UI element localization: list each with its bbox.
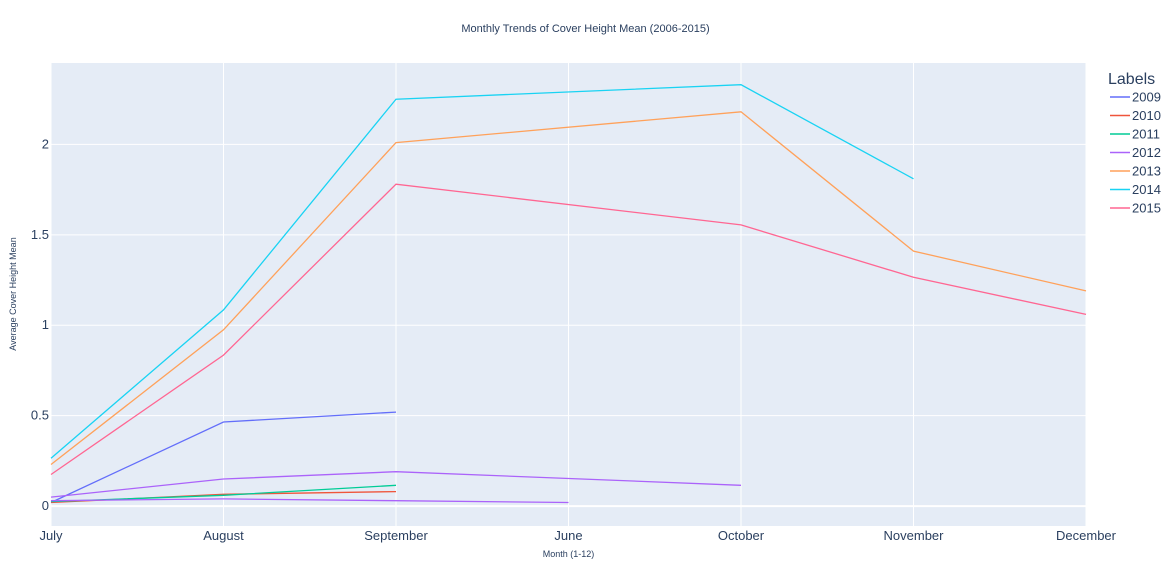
legend-label: 2013 (1132, 164, 1161, 179)
legend-label: 2011 (1132, 127, 1160, 142)
series-line-2012[interactable] (50, 498, 569, 504)
series-line-2015[interactable] (50, 183, 1087, 476)
legend-label: 2015 (1132, 201, 1161, 216)
x-axis-title: Month (1-12) (543, 549, 595, 559)
legend-label: 2012 (1132, 145, 1161, 160)
y-tick-labels: 0 0.5 1 1.5 2 (31, 136, 49, 513)
legend-label: 2010 (1132, 108, 1161, 123)
legend-label: 2009 (1132, 90, 1161, 105)
legend-title: Labels (1108, 71, 1155, 88)
y-tick-label: 1.5 (31, 227, 49, 242)
legend-item-2015[interactable]: 2015 (1110, 201, 1161, 216)
legend-label: 2014 (1132, 182, 1161, 197)
legend-item-2011[interactable]: 2011 (1110, 127, 1160, 142)
legend-item-2009[interactable]: 2009 (1110, 90, 1161, 105)
series-lines (50, 84, 1087, 504)
legend-item-2013[interactable]: 2013 (1110, 164, 1161, 179)
chart-title: Monthly Trends of Cover Height Mean (200… (461, 23, 709, 35)
series-line-2014[interactable] (50, 84, 914, 459)
y-tick-label: 1 (42, 317, 49, 332)
legend-items[interactable]: 2009 2010 2011 2012 2013 2014 2015 (1110, 90, 1161, 216)
y-tick-label: 2 (42, 136, 49, 151)
series-line-2013[interactable] (50, 111, 1087, 466)
x-tick-label: June (554, 528, 582, 543)
x-tick-label: July (39, 528, 63, 543)
series-line-2009[interactable] (50, 411, 397, 504)
x-tick-label: December (1056, 528, 1117, 543)
y-axis-title: Average Cover Height Mean (8, 237, 18, 350)
legend-item-2014[interactable]: 2014 (1110, 182, 1161, 197)
legend-item-2012[interactable]: 2012 (1110, 145, 1161, 160)
series-line-2012[interactable] (50, 471, 742, 498)
y-tick-label: 0.5 (31, 408, 49, 423)
legend-item-2010[interactable]: 2010 (1110, 108, 1161, 123)
x-tick-label: August (203, 528, 244, 543)
x-tick-labels: July August September June October November De… (39, 528, 1116, 543)
legend[interactable]: Labels 2009 2010 2011 2012 2013 2014 2015 (1108, 71, 1161, 216)
x-tick-label: October (718, 528, 765, 543)
y-tick-label: 0 (42, 498, 49, 513)
x-tick-label: September (364, 528, 428, 543)
grid-lines (50, 63, 1087, 526)
x-tick-label: November (884, 528, 945, 543)
